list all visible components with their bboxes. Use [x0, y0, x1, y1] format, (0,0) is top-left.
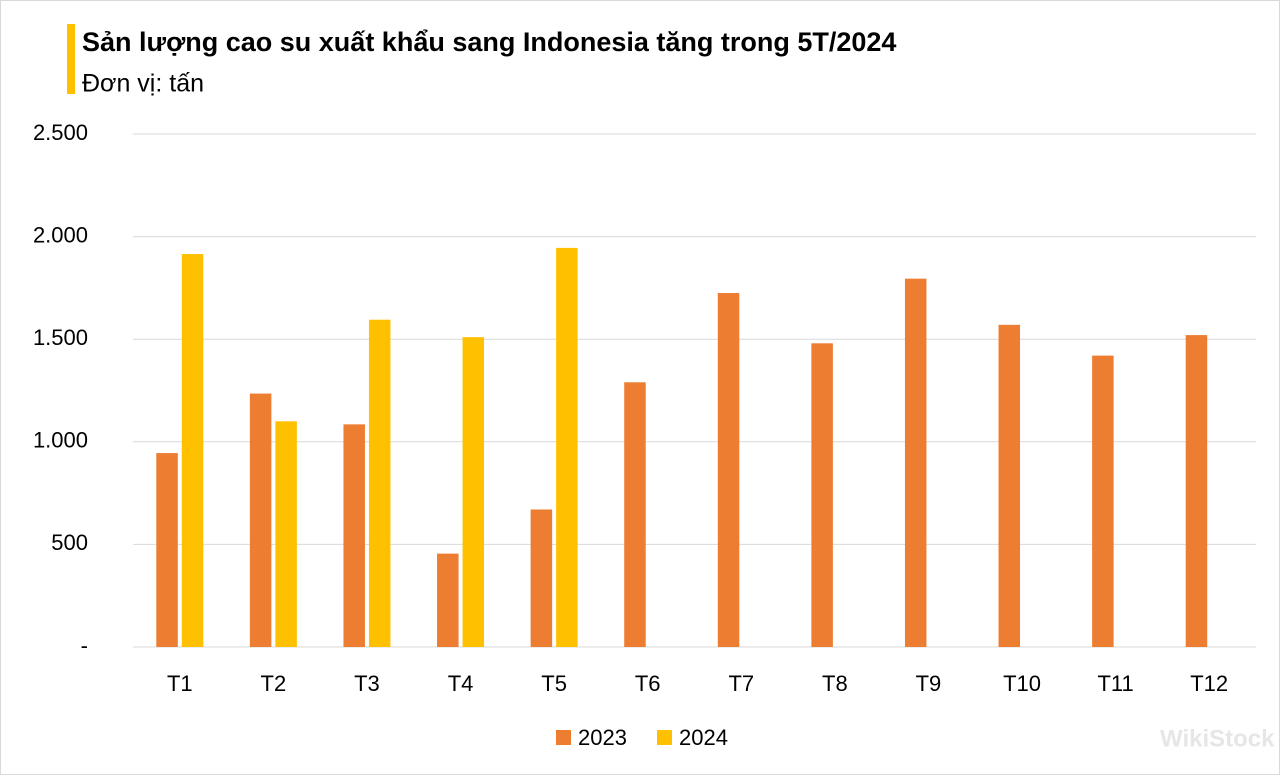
watermark: WikiStock [1160, 725, 1275, 752]
bar [437, 553, 459, 647]
x-tick-label: T11 [1097, 671, 1133, 696]
x-tick-label: T2 [261, 671, 287, 696]
x-tick-label: T12 [1190, 671, 1228, 696]
title-accent [67, 24, 75, 94]
bar [462, 337, 485, 647]
y-tick-label: 2.000 [33, 222, 88, 247]
y-tick-label: 1.000 [33, 428, 88, 453]
bar [904, 278, 927, 647]
legend-swatch [657, 730, 672, 745]
bar [1092, 355, 1114, 647]
x-tick-label: T5 [541, 671, 567, 696]
x-tick-label: T10 [1003, 671, 1041, 696]
chart-title: Sản lượng cao su xuất khẩu sang Indonesi… [82, 27, 896, 57]
x-tick-label: T6 [635, 671, 661, 696]
bar [1185, 335, 1208, 647]
y-tick-label: 1.500 [33, 325, 88, 350]
bar [156, 453, 178, 647]
legend-swatch [556, 730, 571, 745]
x-tick-label: T9 [916, 671, 942, 696]
x-tick-label: T4 [448, 671, 474, 696]
x-tick-label: T3 [354, 671, 380, 696]
legend-label: 2023 [578, 725, 627, 750]
bar [624, 382, 646, 647]
bar [343, 424, 365, 647]
bar [556, 247, 578, 648]
bar [811, 343, 833, 647]
y-tick-label: - [81, 633, 88, 658]
x-tick-label: T7 [728, 671, 754, 696]
bar [530, 509, 553, 647]
y-tick-label: 500 [51, 530, 88, 555]
x-tick-label: T8 [822, 671, 848, 696]
bar [181, 254, 204, 648]
bar [998, 324, 1021, 647]
x-tick-label: T1 [167, 671, 193, 696]
chart-subtitle: Đơn vị: tấn [82, 70, 204, 98]
y-tick-label: 2.500 [33, 120, 88, 145]
bar [368, 319, 391, 647]
legend-label: 2024 [679, 725, 728, 750]
bar [717, 293, 740, 647]
bar [275, 421, 297, 647]
bar [249, 393, 272, 647]
